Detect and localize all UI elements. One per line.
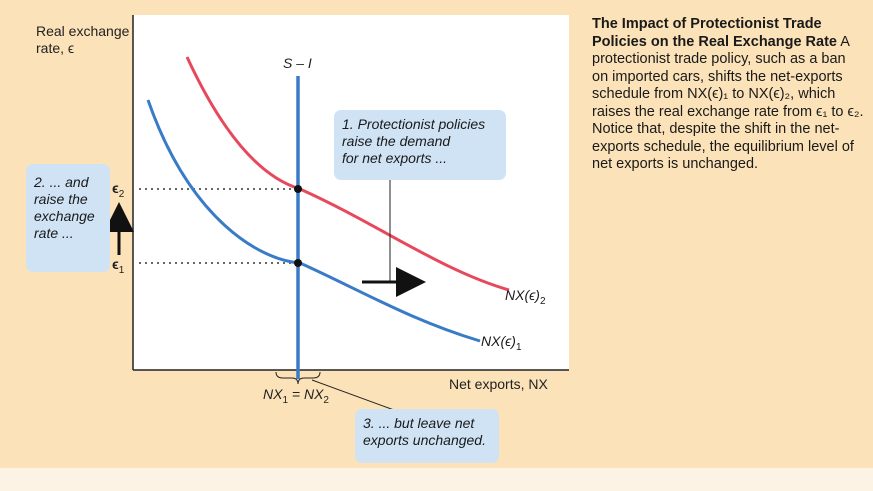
s-minus-i-label: S – I <box>283 55 312 71</box>
nx-brace <box>275 371 321 385</box>
x-axis-label: Net exports, NX <box>449 376 548 392</box>
y-axis-label: Real exchange rate, ϵ <box>36 23 129 57</box>
curve-2-label-text: NX(ϵ) <box>505 287 540 303</box>
callout-1-line: for net exports ... <box>342 150 448 166</box>
callout-1-line: raise the demand <box>342 133 451 149</box>
callout-2-line: 2. ... and <box>34 174 89 190</box>
callout-1: 1. Protectionist policies raise the dema… <box>334 110 506 180</box>
caption-body: A protectionist trade policy, such as a … <box>592 33 864 173</box>
callout-3: 3. ... but leave net exports unchanged. <box>355 409 499 463</box>
curve-1-label: NX(ϵ)1 <box>481 333 522 353</box>
nx-equal-sub1: 1 <box>282 394 289 406</box>
curve-2-label-sub: 2 <box>539 295 546 307</box>
nx-equal-mid: = NX <box>288 386 324 402</box>
callout-3-line: exports unchanged. <box>363 432 486 448</box>
caption-title: The Impact of Protectionist Trade Polici… <box>592 16 837 50</box>
plot-area <box>133 15 569 370</box>
y-axis-label-line2: rate, ϵ <box>36 40 75 56</box>
callout-2: 2. ... and raise the exchange rate ... <box>26 164 110 272</box>
tick-eps1-symbol: ϵ <box>112 256 119 272</box>
curve-1-label-sub: 1 <box>515 341 522 353</box>
nx-equal-nx1: NX <box>263 386 283 402</box>
tick-eps1-sub: 1 <box>118 264 125 276</box>
bottom-strip <box>0 468 873 491</box>
figure-caption: The Impact of Protectionist Trade Polici… <box>592 16 864 174</box>
callout-3-pointer <box>311 379 395 411</box>
nx-equal-sub2: 2 <box>323 394 329 406</box>
callout-2-line: exchange <box>34 208 95 224</box>
tick-eps2-symbol: ϵ <box>112 180 119 196</box>
callout-3-line: 3. ... but leave net <box>363 415 475 431</box>
tick-eps2-sub: 2 <box>118 188 125 200</box>
y-axis-label-line1: Real exchange <box>36 23 130 39</box>
nx-equal-label: NX1 = NX2 <box>263 386 329 409</box>
curve-2-label: NX(ϵ)2 <box>505 287 546 307</box>
tick-eps2: ϵ2 <box>112 180 124 203</box>
callout-2-line: rate ... <box>34 225 74 241</box>
equilibrium-point-2 <box>294 185 302 193</box>
callout-1-line: 1. Protectionist policies <box>342 116 486 132</box>
tick-eps1: ϵ1 <box>112 256 124 279</box>
equilibrium-point-1 <box>294 259 302 267</box>
curve-1-label-text: NX(ϵ) <box>481 333 516 349</box>
callout-2-line: raise the <box>34 191 88 207</box>
